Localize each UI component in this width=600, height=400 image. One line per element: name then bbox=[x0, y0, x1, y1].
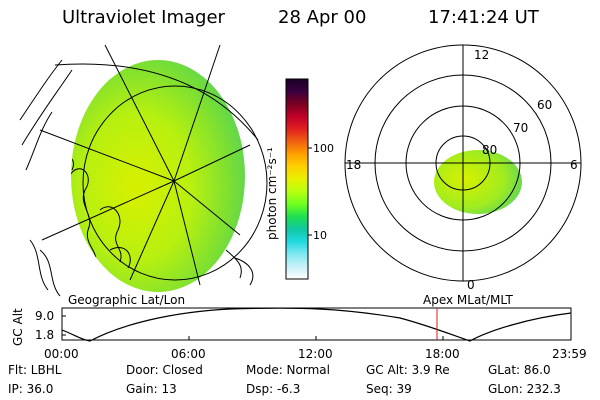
timeline-ytick-9: 9.0 bbox=[35, 309, 54, 323]
left-panel-label: Geographic Lat/Lon bbox=[68, 293, 185, 307]
instrument-title: Ultraviolet Imager bbox=[62, 7, 225, 28]
info-gain: Gain: 13 bbox=[126, 382, 177, 396]
geographic-image bbox=[19, 44, 268, 297]
colorbar: 100 10 photon cm⁻²s⁻¹ bbox=[265, 78, 334, 280]
colorbar-unit-label: photon cm⁻²s⁻¹ bbox=[265, 147, 279, 240]
info-door: Door: Closed bbox=[126, 363, 203, 377]
timeline-xtick-4: 23:59 bbox=[552, 347, 587, 361]
timeline-xtick-2: 12:00 bbox=[298, 347, 333, 361]
timeline-xtick-0: 00:00 bbox=[44, 347, 79, 361]
colorbar-tick-100: 100 bbox=[313, 142, 334, 155]
mlat-label-80: 80 bbox=[482, 143, 497, 157]
mlat-label-70: 70 bbox=[513, 121, 528, 135]
info-mode: Mode: Normal bbox=[246, 363, 330, 377]
info-gc-alt: GC Alt: 3.9 Re bbox=[366, 363, 450, 377]
date-label: 28 Apr 00 bbox=[278, 7, 367, 28]
info-glat: GLat: 86.0 bbox=[488, 363, 551, 377]
info-dsp: Dsp: -6.3 bbox=[246, 382, 301, 396]
mlat-label-60: 60 bbox=[537, 98, 552, 112]
time-label: 17:41:24 UT bbox=[428, 7, 539, 28]
polar-plot: 12 18 6 0 60 70 80 bbox=[344, 44, 582, 292]
mlt-label-0: 0 bbox=[467, 278, 475, 292]
timeline-ytick-1: 1.8 bbox=[35, 328, 54, 342]
timeline-axis-label: GC Alt bbox=[11, 308, 25, 346]
timeline-xtick-3: 18:00 bbox=[425, 347, 460, 361]
info-glon: GLon: 232.3 bbox=[488, 382, 561, 396]
timeline-xtick-1: 06:00 bbox=[171, 347, 206, 361]
info-filter: Flt: LBHL bbox=[8, 363, 62, 377]
mlt-label-18: 18 bbox=[346, 158, 361, 172]
info-ip: IP: 36.0 bbox=[8, 382, 54, 396]
altitude-timeline: 9.0 1.8 GC Alt 00:00 06:00 12:00 18:00 2… bbox=[11, 307, 587, 361]
right-panel-label: Apex MLat/MLT bbox=[423, 293, 513, 307]
info-seq: Seq: 39 bbox=[366, 382, 412, 396]
mlt-label-12: 12 bbox=[474, 48, 489, 62]
colorbar-tick-10: 10 bbox=[313, 229, 327, 242]
mlt-label-6: 6 bbox=[570, 158, 578, 172]
